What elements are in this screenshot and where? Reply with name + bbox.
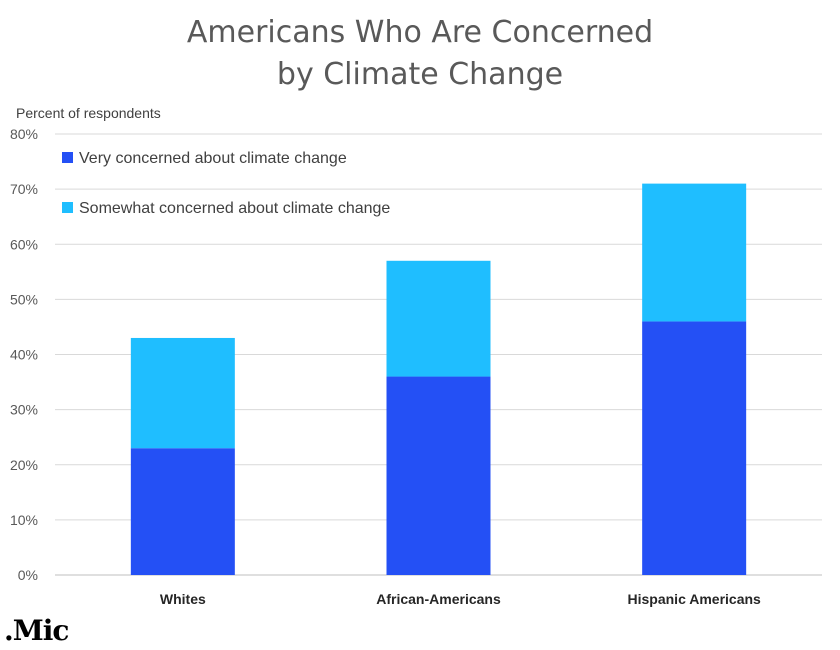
y-tick-label: 40% bbox=[10, 347, 38, 363]
y-axis-ticks: 0% 10% 20% 30% 40% 50% 60% 70% 80% bbox=[10, 126, 38, 583]
chart-title-line-1: Americans Who Are Concerned bbox=[186, 15, 654, 50]
y-tick-label: 10% bbox=[10, 512, 38, 528]
legend-swatch bbox=[62, 152, 73, 163]
y-tick-label: 50% bbox=[10, 291, 38, 307]
bar-segment bbox=[130, 337, 235, 449]
y-tick-label: 20% bbox=[10, 457, 38, 473]
y-tick-label: 80% bbox=[10, 126, 38, 142]
x-axis-labels: Whites African-Americans Hispanic American… bbox=[160, 591, 761, 607]
bar-segment bbox=[642, 321, 747, 575]
bar-segment bbox=[386, 376, 491, 575]
legend-label: Somewhat concerned about climate change bbox=[79, 200, 390, 217]
bar-segment bbox=[130, 448, 235, 575]
y-tick-label: 0% bbox=[18, 567, 38, 583]
bar-segment bbox=[642, 183, 747, 322]
chart-title: Americans Who Are Concerned by Climate C… bbox=[0, 12, 840, 96]
mic-logo: .Mic bbox=[4, 614, 69, 647]
legend-swatch bbox=[62, 202, 73, 213]
y-axis-label: Percent of respondents bbox=[16, 105, 161, 121]
bar-segment bbox=[386, 260, 491, 377]
x-tick-label: Hispanic Americans bbox=[628, 591, 762, 607]
legend: Very concerned about climate change Somew… bbox=[62, 150, 390, 217]
chart-title-line-2: by Climate Change bbox=[276, 57, 564, 92]
y-tick-label: 70% bbox=[10, 181, 38, 197]
legend-label: Very concerned about climate change bbox=[79, 150, 347, 167]
x-tick-label: African-Americans bbox=[376, 591, 501, 607]
y-tick-label: 30% bbox=[10, 402, 38, 418]
y-tick-label: 60% bbox=[10, 236, 38, 252]
x-tick-label: Whites bbox=[160, 591, 206, 607]
bars bbox=[130, 183, 747, 575]
